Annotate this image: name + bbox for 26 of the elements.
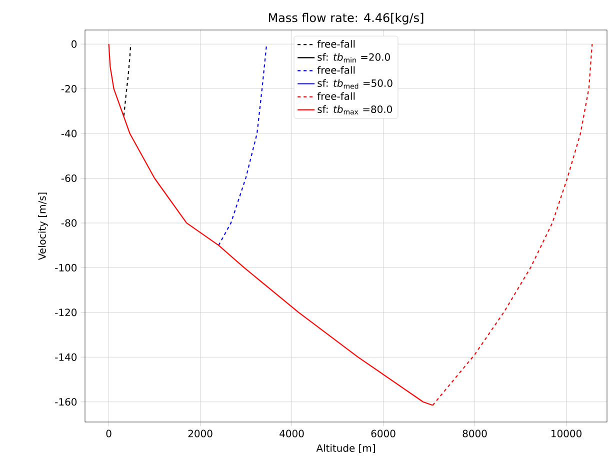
x-axis-title: Altitude [m] [316, 444, 375, 454]
line-series [123, 44, 132, 116]
y-tick-label: -160 [55, 398, 77, 406]
y-tick-label: -40 [61, 130, 77, 138]
y-tick-label: -100 [55, 264, 77, 272]
x-tick-label: 0 [106, 430, 112, 438]
legend-label: free-fall [317, 40, 355, 48]
legend-label: sf: tb$_{min}$ =20.0 [318, 53, 390, 63]
y-tick-label: -120 [55, 308, 77, 316]
y-tick-label: -80 [61, 219, 77, 227]
x-tick-label: 2000 [188, 430, 212, 438]
x-tick-label: 8000 [462, 430, 487, 438]
x-tick-label: 6000 [371, 430, 396, 438]
legend-label: sf: tb$_{max}$ =80.0 [318, 105, 392, 114]
y-axis-title: Velocity [m/s] [38, 192, 48, 260]
y-tick-label: 0 [72, 40, 77, 48]
legend-label: free-fall [317, 92, 355, 100]
line-series [218, 44, 268, 246]
y-tick-label: -20 [61, 85, 77, 93]
legend-label: free-fall [317, 66, 355, 74]
y-tick-label: -60 [61, 174, 77, 182]
x-tick-label: 4000 [280, 430, 304, 438]
x-tick-label: 10000 [552, 430, 582, 438]
y-tick-label: -140 [55, 353, 77, 361]
chart-title: Mass flow rate: 4.46[kg/s] [268, 12, 424, 24]
legend-label: sf: tb$_{med}$ =50.0 [318, 79, 392, 89]
